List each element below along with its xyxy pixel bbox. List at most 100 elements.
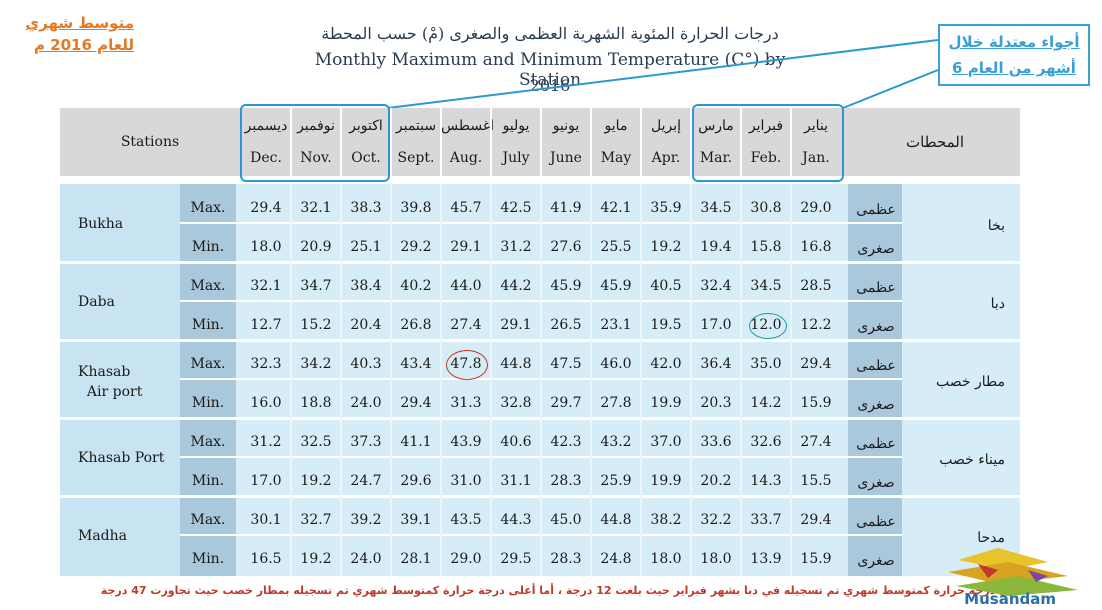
header-divider [590,108,592,176]
header-divider [440,108,442,176]
temp-cell-max: 41.9 [550,200,582,216]
temp-cell-min: 19.4 [700,239,732,255]
temp-cell-min: 16.0 [250,395,282,411]
column-divider [690,184,692,576]
temp-cell-max: 43.5 [450,512,482,528]
temp-cell-max: 29.4 [800,356,832,372]
temp-cell-min: 13.9 [750,551,782,567]
header-divider [540,108,542,176]
station-name-en: Khasab Air port [78,364,143,400]
en-label-column [180,184,236,576]
row-label-min-ar: صغرى [857,319,895,335]
temp-cell-max: 45.7 [450,200,482,216]
temp-cell-max: 40.2 [400,278,432,294]
temp-cell-min: 20.2 [700,473,732,489]
temp-cell-min: 19.2 [650,239,682,255]
temp-cell-min: 32.8 [500,395,532,411]
header-divider [290,108,292,176]
month-header-ar: سبتمبر [395,118,437,134]
temp-cell-min: 14.2 [750,395,782,411]
temp-cell-max: 44.3 [500,512,532,528]
month-header-ar: يونيو [552,118,580,134]
temp-cell-max: 35.9 [650,200,682,216]
row-label-min-en: Min. [191,395,225,411]
temp-cell-max: 39.2 [350,512,382,528]
temp-cell-max: 32.5 [300,434,332,450]
temp-cell-max: 33.6 [700,434,732,450]
temp-cell-max: 47.5 [550,356,582,372]
temp-cell-min: 28.1 [400,551,432,567]
temp-cell-max: 43.9 [450,434,482,450]
temp-cell-max: 44.8 [500,356,532,372]
header-divider [390,108,392,176]
temp-cell-max: 45.9 [550,278,582,294]
temp-cell-min: 29.2 [400,239,432,255]
temp-cell-max: 31.2 [250,434,282,450]
month-header-ar: إبريل [650,118,681,134]
callout-box: أجواء معتدلة خلال 6 أشهر من العام [938,24,1090,86]
temp-cell-min: 17.0 [250,473,282,489]
temp-cell-min: 18.0 [250,239,282,255]
column-divider [490,184,492,576]
temp-cell-min: 24.0 [350,395,382,411]
header-divider [340,108,342,176]
row-label-min-en: Min. [191,551,225,567]
column-divider [390,184,392,576]
header-divider [690,108,692,176]
temp-cell-min: 29.0 [450,551,482,567]
column-divider [640,184,642,576]
month-header-en: July [502,150,530,166]
station-name-ar: مدحا [977,530,1005,546]
temp-cell-min: 19.2 [300,551,332,567]
callout-connectors [387,39,939,109]
month-header-en: Apr. [651,150,681,166]
temp-cell-min: 25.1 [350,239,382,255]
temp-cell-min: 16.5 [250,551,282,567]
min-temp-highlight-circle [749,313,787,339]
month-header-en: Feb. [750,150,782,166]
temp-cell-min: 12.7 [250,317,282,333]
temp-cell-min: 19.9 [650,473,682,489]
temp-cell-max: 38.3 [350,200,382,216]
temp-cell-min: 28.3 [550,551,582,567]
month-header-en: Jan. [802,150,830,166]
callout-line2: 6 أشهر من العام [952,59,1076,77]
temp-cell-max: 29.4 [250,200,282,216]
temp-cell-min: 31.2 [500,239,532,255]
temp-cell-min: 29.1 [500,317,532,333]
logo-text: Musandam [964,590,1056,608]
temp-cell-max: 36.4 [700,356,732,372]
temp-cell-max: 43.2 [600,434,632,450]
temp-cell-max: 44.2 [500,278,532,294]
temp-cell-max: 29.4 [800,512,832,528]
station-name-en: Daba [78,294,115,310]
temp-cell-max: 30.8 [750,200,782,216]
column-divider [290,184,292,576]
month-header-en: June [550,150,582,166]
winter-months-box-right [692,104,844,182]
connector-line-left [387,39,939,109]
temp-cell-max: 44.8 [600,512,632,528]
temp-cell-max: 42.3 [550,434,582,450]
temp-cell-max: 32.1 [300,200,332,216]
month-header-en: Mar. [699,150,733,166]
station-name-ar: دبا [990,296,1005,312]
temp-cell-min: 15.9 [800,551,832,567]
temp-cell-min: 29.1 [450,239,482,255]
month-header-ar: فبراير [748,118,784,134]
temp-cell-max: 42.1 [600,200,632,216]
temp-cell-max: 38.2 [650,512,682,528]
station-names-column [60,184,180,576]
temp-cell-max: 44.0 [450,278,482,294]
month-header-ar: ديسمبر [244,118,288,134]
station-name-en: Bukha [78,216,124,232]
temp-cell-min: 19.5 [650,317,682,333]
temp-cell-min: 24.0 [350,551,382,567]
month-header-en: Dec. [250,150,282,166]
temp-cell-min: 18.0 [650,551,682,567]
column-divider [740,184,742,576]
temp-cell-max: 45.9 [600,278,632,294]
year-label-line1: متوسط شهري [25,14,134,32]
header-divider [490,108,492,176]
winter-months-box-left [240,104,390,182]
